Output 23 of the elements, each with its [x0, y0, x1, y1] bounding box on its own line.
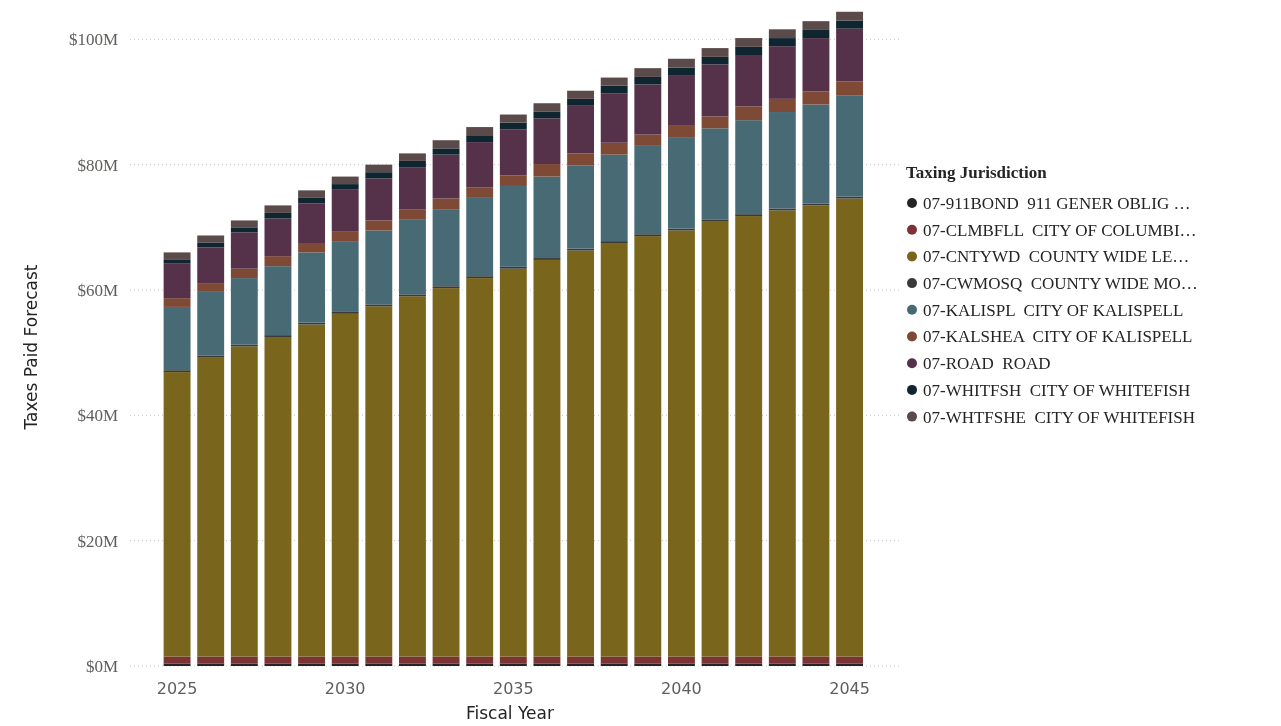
legend-label: 07-CLMBFLL CITY OF COLUMBI… [923, 220, 1197, 240]
legend-label: 07-CWMOSQ COUNTY WIDE MO… [923, 274, 1198, 294]
y-tick-label: $20M [77, 531, 118, 551]
y-tick-label: $0M [85, 656, 118, 676]
x-axis-title: Fiscal Year [465, 703, 555, 723]
legend-title: Taxing Jurisdiction [906, 162, 1048, 182]
legend-label: 07-CNTYWD COUNTY WIDE LE… [923, 247, 1190, 267]
legend-label: 07-WHITFSH CITY OF WHITEFISH [923, 380, 1191, 400]
y-tick-label: $40M [77, 406, 118, 426]
legend-label: 07-KALISPL CITY OF KALISPELL [923, 300, 1184, 320]
y-tick-label: $100M [68, 30, 118, 50]
x-tick-label: 2045 [829, 679, 870, 698]
legend-label: 07-WHTFSHE CITY OF WHITEFISH [923, 407, 1195, 427]
x-tick-label: 2030 [324, 679, 366, 698]
y-tick-label: $80M [77, 155, 118, 175]
legend-label: 07-ROAD ROAD [923, 354, 1051, 374]
legend-label: 07-911BOND 911 GENER OBLIG … [923, 193, 1191, 213]
y-axis-title: Taxes Paid Forecast [21, 264, 41, 431]
legend-label: 07-KALSHEA CITY OF KALISPELL [923, 327, 1193, 347]
y-tick-label: $60M [77, 280, 118, 300]
x-tick-label: 2025 [156, 679, 198, 698]
x-tick-label: 2035 [492, 679, 534, 698]
x-tick-label: 2040 [661, 679, 702, 698]
